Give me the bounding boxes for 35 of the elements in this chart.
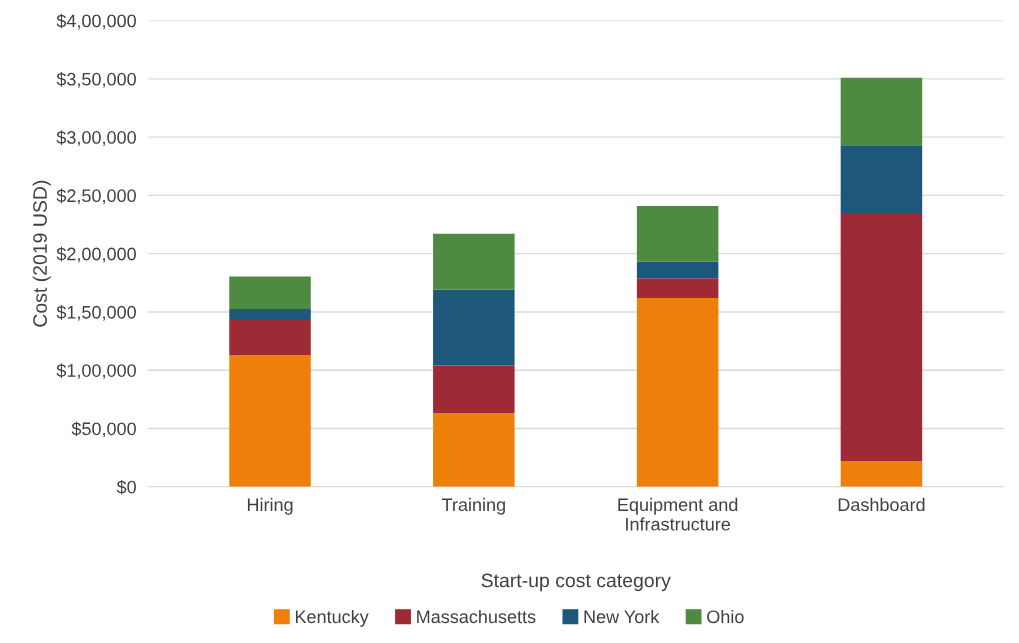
y-tick-label: $3,50,000 bbox=[56, 72, 136, 88]
legend-label: Ohio bbox=[707, 609, 744, 624]
bar bbox=[433, 413, 515, 487]
bar bbox=[840, 145, 923, 215]
legend-label: Kentucky bbox=[295, 609, 369, 627]
bar bbox=[636, 278, 719, 298]
bar bbox=[229, 309, 311, 321]
x-tick-label: Training bbox=[441, 497, 505, 515]
bar bbox=[636, 261, 719, 279]
bar bbox=[433, 289, 515, 366]
bar bbox=[229, 276, 311, 310]
x-tick-label: Dashboard bbox=[838, 497, 925, 512]
y-tick-label: $0 bbox=[116, 479, 136, 495]
bar bbox=[229, 320, 311, 356]
bar bbox=[840, 77, 923, 146]
bar bbox=[636, 205, 719, 262]
y-tick-label: $50,000 bbox=[71, 421, 136, 438]
y-tick-label: $1,00,000 bbox=[56, 363, 136, 380]
y-tick-label: $2,50,000 bbox=[56, 188, 136, 205]
bar bbox=[840, 214, 923, 462]
bar bbox=[636, 297, 719, 487]
bar bbox=[840, 461, 923, 487]
y-tick-label: $1,50,000 bbox=[56, 305, 136, 321]
bar bbox=[433, 365, 515, 414]
y-tick-label: $2,00,000 bbox=[56, 246, 136, 263]
bar bbox=[433, 233, 515, 290]
legend-label: New York bbox=[584, 609, 660, 624]
legend-label: Massachusetts bbox=[417, 609, 536, 624]
y-axis-title: Cost (2019 USD) bbox=[32, 180, 51, 327]
bar bbox=[229, 355, 311, 487]
x-axis-title: Start-up cost category bbox=[481, 573, 671, 592]
x-tick-label: Equipment and Infrastructure bbox=[618, 497, 738, 531]
y-tick-label: $3,00,000 bbox=[56, 130, 136, 146]
y-tick-label: $4,00,000 bbox=[56, 13, 136, 30]
x-tick-label: Hiring bbox=[247, 497, 293, 515]
